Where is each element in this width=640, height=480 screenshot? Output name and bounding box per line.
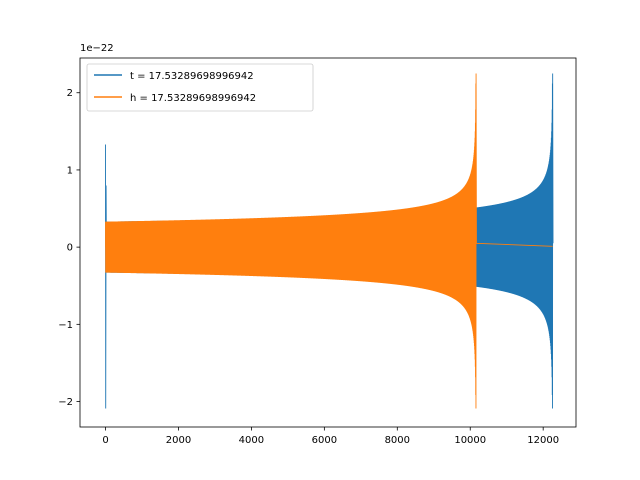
x-tick-label: 4000 bbox=[239, 435, 264, 446]
x-tick-label: 0 bbox=[102, 435, 108, 446]
legend: t = 17.53289698996942 h = 17.53289698996… bbox=[86, 63, 314, 112]
legend-box bbox=[86, 63, 314, 112]
y-tick-label: 0 bbox=[67, 243, 73, 254]
x-tick-label: 2000 bbox=[166, 435, 191, 446]
x-tick-label: 12000 bbox=[527, 435, 559, 446]
legend-label-h: h = 17.53289698996942 bbox=[130, 93, 256, 104]
x-tick-label: 10000 bbox=[454, 435, 486, 446]
axis-ticks: 0 2000 4000 6000 8000 10000 12000 −2 −1 0 1 2 bbox=[58, 88, 559, 446]
x-tick-label: 6000 bbox=[312, 435, 337, 446]
plot-area bbox=[105, 73, 554, 409]
series-line-1 bbox=[105, 73, 553, 409]
y-tick-label: 2 bbox=[67, 88, 73, 99]
legend-label-t: t = 17.53289698996942 bbox=[130, 71, 254, 82]
y-offset-label: 1e−22 bbox=[80, 43, 114, 54]
y-tick-label: −1 bbox=[58, 320, 73, 331]
y-tick-label: −2 bbox=[58, 397, 73, 408]
axes-frame bbox=[79, 57, 577, 428]
y-tick-label: 1 bbox=[67, 165, 73, 176]
x-tick-label: 8000 bbox=[385, 435, 410, 446]
